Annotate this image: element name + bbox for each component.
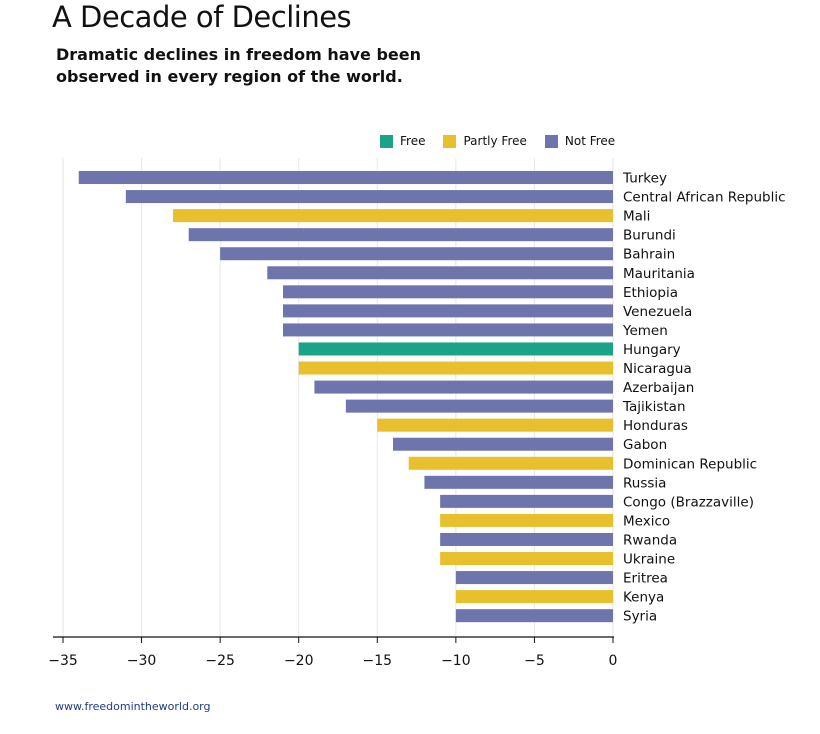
bar bbox=[424, 475, 613, 489]
bar bbox=[314, 380, 613, 394]
category-label: Honduras bbox=[623, 418, 688, 434]
bar bbox=[377, 418, 613, 432]
legend-item-partly-free: Partly Free bbox=[443, 134, 527, 148]
bar bbox=[78, 171, 613, 185]
category-label: Mauritania bbox=[623, 266, 695, 282]
x-tick-label: −20 bbox=[284, 653, 314, 669]
bar-chart: Turkey Central African Republic Mali Burund… bbox=[48, 158, 786, 669]
chart-subtitle: Dramatic declines in freedom have been o… bbox=[56, 45, 421, 86]
legend-label-partly-free: Partly Free bbox=[463, 134, 527, 148]
legend-item-not-free: Not Free bbox=[544, 134, 616, 148]
bar bbox=[220, 247, 613, 261]
bar bbox=[408, 456, 613, 470]
category-label: Azerbaijan bbox=[623, 380, 694, 396]
category-label: Rwanda bbox=[623, 532, 677, 548]
bar bbox=[298, 342, 613, 356]
chart-title: A Decade of Declines bbox=[52, 0, 352, 34]
category-label: Hungary bbox=[623, 342, 681, 358]
category-label: Eritrea bbox=[623, 571, 668, 587]
bar bbox=[455, 609, 613, 623]
bar bbox=[393, 437, 613, 451]
x-tick-label: −5 bbox=[524, 653, 545, 669]
bar bbox=[283, 304, 613, 318]
x-tick-label: −10 bbox=[441, 653, 471, 669]
bar bbox=[298, 361, 613, 375]
source-url: www.freedomintheworld.org bbox=[55, 700, 211, 713]
x-tick-label: −35 bbox=[48, 653, 78, 669]
x-tick-label: 0 bbox=[609, 653, 618, 669]
bar bbox=[440, 532, 613, 546]
category-label: Tajikistan bbox=[622, 399, 686, 415]
bar bbox=[283, 285, 613, 299]
category-label: Turkey bbox=[622, 171, 667, 187]
legend-swatch-free bbox=[380, 134, 393, 148]
bar bbox=[455, 571, 613, 585]
legend-swatch-not-free bbox=[544, 134, 558, 148]
bar bbox=[440, 494, 613, 508]
category-label: Ukraine bbox=[623, 552, 675, 568]
bar bbox=[455, 590, 613, 604]
x-tick-label: −25 bbox=[205, 653, 235, 669]
category-label: Nicaragua bbox=[623, 361, 692, 377]
bar bbox=[267, 266, 613, 280]
category-label: Ethiopia bbox=[623, 285, 678, 301]
category-label: Mali bbox=[623, 209, 650, 225]
category-label: Gabon bbox=[623, 437, 667, 453]
category-label: Bahrain bbox=[623, 247, 675, 263]
category-label: Yemen bbox=[622, 323, 668, 339]
category-label: Congo (Brazzaville) bbox=[623, 494, 754, 510]
bar bbox=[283, 323, 613, 337]
bar bbox=[188, 228, 613, 242]
x-tick-label: −15 bbox=[363, 653, 393, 669]
category-label: Kenya bbox=[623, 590, 664, 606]
legend-label-free: Free bbox=[400, 134, 426, 148]
legend-swatch-partly-free bbox=[443, 134, 457, 148]
bar bbox=[125, 190, 613, 204]
bar bbox=[440, 552, 613, 566]
category-label: Mexico bbox=[623, 513, 670, 529]
legend: Free Partly Free Not Free bbox=[380, 134, 615, 148]
category-label: Russia bbox=[623, 475, 666, 491]
category-label: Central African Republic bbox=[623, 190, 786, 206]
legend-item-free: Free bbox=[380, 134, 425, 148]
bar bbox=[173, 209, 613, 223]
category-label: Dominican Republic bbox=[623, 456, 757, 472]
x-tick-label: −30 bbox=[127, 653, 157, 669]
category-label: Burundi bbox=[623, 228, 676, 244]
legend-label-not-free: Not Free bbox=[564, 134, 616, 148]
category-label: Syria bbox=[623, 609, 657, 625]
category-label: Venezuela bbox=[623, 304, 692, 320]
bar bbox=[440, 513, 613, 527]
bar bbox=[345, 399, 613, 413]
